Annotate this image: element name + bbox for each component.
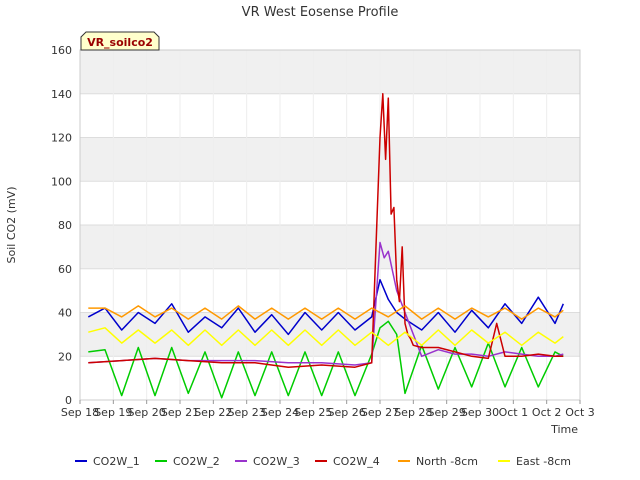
y-tick-label: 0 [65, 394, 72, 407]
x-tick-label: Sep 25 [294, 406, 332, 419]
y-tick-label: 100 [51, 175, 72, 188]
legend-label: CO2W_3 [253, 455, 300, 468]
x-tick-label: Sep 22 [194, 406, 232, 419]
background-band [80, 225, 580, 269]
y-tick-label: 140 [51, 88, 72, 101]
x-tick-label: Sep 20 [128, 406, 166, 419]
y-tick-label: 120 [51, 132, 72, 145]
x-tick-label: Sep 26 [328, 406, 366, 419]
x-tick-label: Sep 30 [461, 406, 499, 419]
plot-frame [79, 49, 581, 401]
y-tick-label: 40 [58, 307, 72, 320]
y-tick-label: 160 [51, 44, 72, 57]
y-axis-ticks: 0 20 40 60 80 100 120 140 160 [51, 44, 72, 407]
x-tick-label: Sep 28 [394, 406, 432, 419]
y-tick-label: 20 [58, 350, 72, 363]
legend: CO2W_1 CO2W_2 CO2W_3 CO2W_4 North -8cm East -… [75, 455, 571, 468]
x-tick-label: Sep 21 [161, 406, 199, 419]
series-line-east-8cm [88, 327, 564, 347]
y-axis-label: Soil CO2 (mV) [5, 187, 18, 264]
x-tick-label: Oct 3 [565, 406, 595, 419]
x-axis-label: Time [550, 423, 578, 436]
series-line-co2w-2 [88, 320, 564, 399]
series-line-north-8cm [88, 305, 564, 320]
x-tick-label: Sep 19 [94, 406, 132, 419]
background-band [80, 312, 580, 357]
x-tick-label: Sep 29 [428, 406, 466, 419]
background-band [80, 137, 580, 182]
legend-label: North -8cm [416, 455, 478, 468]
chart-title: VR West Eosense Profile [242, 5, 399, 20]
badge-box [80, 31, 160, 51]
x-tick-label: Oct 1 [499, 406, 529, 419]
x-tick-label: Sep 18 [61, 406, 99, 419]
y-tick-label: 80 [58, 219, 72, 232]
x-tick-label: Oct 2 [532, 406, 562, 419]
background-bands [80, 50, 580, 357]
legend-label: East -8cm [516, 455, 571, 468]
x-tick-label: Sep 23 [228, 406, 266, 419]
legend-label: CO2W_1 [93, 455, 140, 468]
y-tick-label: 60 [58, 263, 72, 276]
badge-label: VR_soilco2 [87, 36, 153, 49]
series-line-co2w-1 [87, 278, 564, 336]
legend-label: CO2W_2 [173, 455, 220, 468]
series-line-co2w-3 [88, 241, 564, 366]
x-tick-label: Sep 24 [261, 406, 299, 419]
badge: VR_soilco2 [80, 31, 160, 51]
background-band [80, 50, 580, 94]
legend-label: CO2W_4 [333, 455, 380, 468]
series-layer [87, 93, 564, 399]
x-tick-label: Sep 27 [361, 406, 399, 419]
